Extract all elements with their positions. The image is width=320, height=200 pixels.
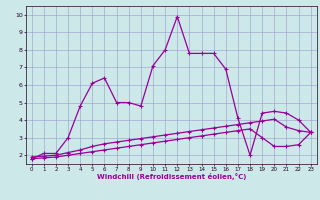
- X-axis label: Windchill (Refroidissement éolien,°C): Windchill (Refroidissement éolien,°C): [97, 173, 246, 180]
